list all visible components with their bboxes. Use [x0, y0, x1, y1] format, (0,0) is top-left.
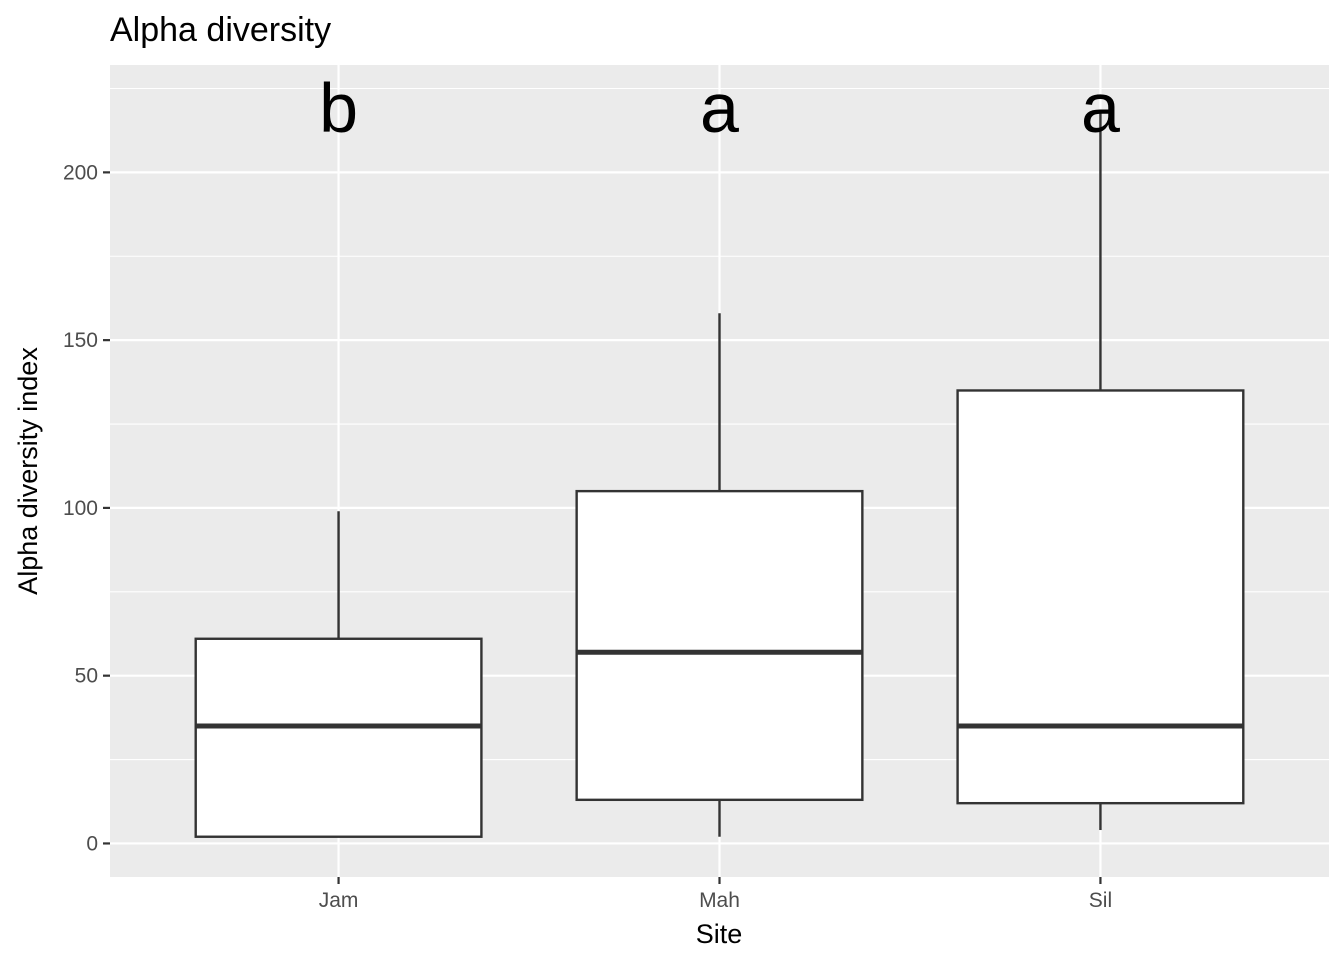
y-tick-label: 0	[86, 832, 98, 855]
x-tick-label: Jam	[319, 889, 359, 912]
box-body	[956, 389, 1245, 805]
significance-letter: b	[319, 69, 358, 147]
x-tick-label: Sil	[1089, 889, 1112, 912]
y-tick-label: 200	[63, 161, 98, 184]
box-mah: a	[575, 69, 864, 837]
x-axis: Jam Mah Sil	[319, 877, 1112, 912]
y-tick-label: 50	[75, 665, 98, 688]
x-tick-label: Mah	[699, 889, 740, 912]
y-tick-label: 100	[63, 497, 98, 520]
significance-letter: a	[1081, 69, 1120, 147]
box-body	[194, 637, 483, 838]
y-axis-title: Alpha diversity index	[13, 347, 43, 595]
y-tick-label: 150	[63, 329, 98, 352]
box-body	[575, 489, 864, 802]
chart-title: Alpha diversity	[110, 11, 331, 49]
y-axis: 0 50 100 150 200	[63, 161, 110, 855]
box-sil: a	[956, 69, 1245, 831]
box-jam: b	[194, 69, 483, 838]
significance-letter: a	[700, 69, 739, 147]
x-axis-title: Site	[696, 919, 743, 949]
